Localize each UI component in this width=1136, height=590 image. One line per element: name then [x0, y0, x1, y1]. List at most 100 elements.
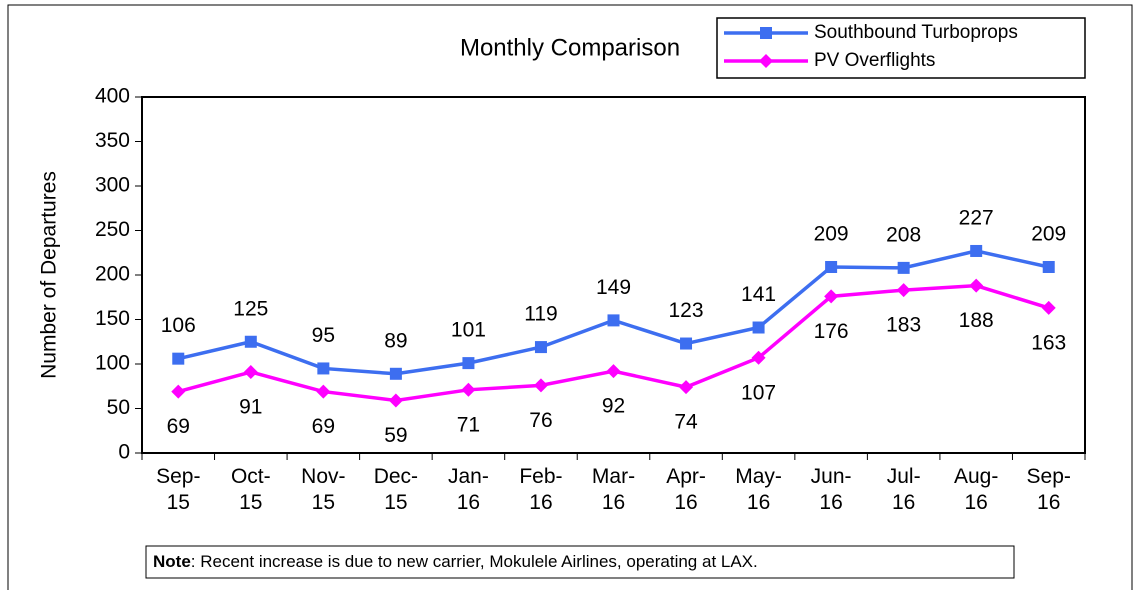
y-tick-label: 400: [95, 85, 130, 108]
point: [606, 364, 621, 379]
plot-area: [141, 96, 1086, 454]
y-tick-label: 150: [95, 307, 130, 330]
data-label: 125: [233, 297, 268, 320]
x-tick-label-line: 16: [892, 491, 915, 514]
x-tick-label-line: Dec-: [374, 465, 418, 488]
data-label: 119: [524, 303, 557, 326]
legend: [716, 17, 1086, 79]
point: [317, 362, 330, 375]
data-label: 91: [239, 396, 262, 419]
note-box: [145, 545, 1015, 579]
legend-marker: [760, 27, 772, 39]
data-label: 123: [669, 299, 704, 322]
point: [607, 314, 620, 327]
y-axis-label: Number of Departures: [38, 171, 61, 379]
chart-title: Monthly Comparison: [460, 34, 680, 61]
x-tick-label-line: 15: [167, 491, 190, 514]
x-tick-label: Nov- 15: [301, 465, 345, 514]
point: [461, 382, 476, 397]
x-tick-label-line: 15: [312, 491, 335, 514]
point: [172, 352, 185, 365]
data-label: 107: [741, 381, 776, 404]
x-tick-label-line: 16: [674, 491, 697, 514]
y-tick-label: 100: [95, 352, 130, 375]
data-label: 209: [814, 223, 849, 246]
legend-label: Southbound Turboprops: [814, 22, 1018, 43]
x-tick-label-line: Sep-: [156, 465, 200, 488]
data-label: 163: [1031, 331, 1066, 354]
data-label: 176: [814, 320, 849, 343]
x-tick-label-line: Jul-: [887, 465, 921, 488]
x-tick-label-line: Jan-: [448, 465, 489, 488]
data-label: 95: [312, 324, 335, 347]
x-tick-label-line: 16: [965, 491, 988, 514]
x-tick-label: Jan- 16: [448, 465, 489, 514]
note-text: : Recent increase is due to new carrier,…: [191, 552, 758, 571]
y-tick-label: 300: [95, 174, 130, 197]
y-tick-label: 350: [95, 129, 130, 152]
data-label: 101: [451, 319, 486, 342]
point: [680, 337, 693, 350]
point: [752, 321, 765, 334]
point: [1041, 300, 1056, 315]
data-label: 141: [741, 283, 776, 306]
note: Note: Recent increase is due to new carr…: [153, 552, 758, 571]
x-tick-label-line: Nov-: [301, 465, 345, 488]
point: [316, 384, 331, 399]
point: [462, 357, 475, 370]
data-label: 183: [886, 314, 921, 337]
x-tick-label: Jun- 16: [811, 465, 852, 514]
x-tick-label: Sep- 15: [156, 465, 200, 514]
x-tick-label-line: 16: [602, 491, 625, 514]
x-tick-label-line: 16: [457, 491, 480, 514]
x-tick-label: Apr- 16: [666, 465, 706, 514]
x-tick-label-line: Sep-: [1027, 465, 1071, 488]
x-tick-label: Feb- 16: [519, 465, 562, 514]
x-tick-label-line: Apr-: [666, 465, 706, 488]
x-tick-label-line: 15: [239, 491, 262, 514]
point: [897, 261, 910, 274]
data-label: 208: [886, 223, 921, 246]
legend-label: PV Overflights: [814, 50, 935, 71]
data-label: 74: [674, 411, 698, 434]
x-tick-label-line: 16: [1037, 491, 1060, 514]
point: [896, 283, 911, 298]
y-tick-label: 200: [95, 263, 130, 286]
x-tick-label: Dec- 15: [374, 465, 418, 514]
point: [244, 335, 257, 348]
x-tick-label: Aug- 16: [954, 465, 998, 514]
x-tick-label-line: Oct-: [231, 465, 271, 488]
x-tick-label-line: 15: [384, 491, 407, 514]
data-label: 69: [312, 415, 335, 438]
data-label: 209: [1031, 223, 1066, 246]
data-label: 89: [384, 329, 407, 352]
point: [388, 393, 403, 408]
note-label: Note: [153, 552, 191, 571]
data-label: 227: [959, 207, 994, 230]
x-tick-label-line: Mar-: [592, 465, 635, 488]
point: [1042, 260, 1055, 273]
point: [825, 260, 838, 273]
data-label: 69: [167, 415, 190, 438]
data-label: 76: [529, 409, 552, 432]
data-label: 188: [959, 309, 994, 332]
x-tick-label-line: 16: [529, 491, 552, 514]
x-tick-label-line: Jun-: [811, 465, 852, 488]
point: [970, 244, 983, 257]
data-label: 59: [384, 424, 407, 447]
point: [389, 367, 402, 380]
x-tick-label: Oct- 15: [231, 465, 271, 514]
x-tick-label: Jul- 16: [887, 465, 921, 514]
point: [679, 380, 694, 395]
data-label: 71: [457, 413, 480, 436]
x-tick-label-line: 16: [747, 491, 770, 514]
point: [969, 278, 984, 293]
x-tick-label: Mar- 16: [592, 465, 635, 514]
legend-marker: [759, 54, 773, 68]
y-tick-label: 0: [118, 441, 130, 464]
data-label: 106: [161, 314, 196, 337]
y-tick-label: 250: [95, 218, 130, 241]
point: [824, 289, 839, 304]
x-tick-label-line: Aug-: [954, 465, 998, 488]
